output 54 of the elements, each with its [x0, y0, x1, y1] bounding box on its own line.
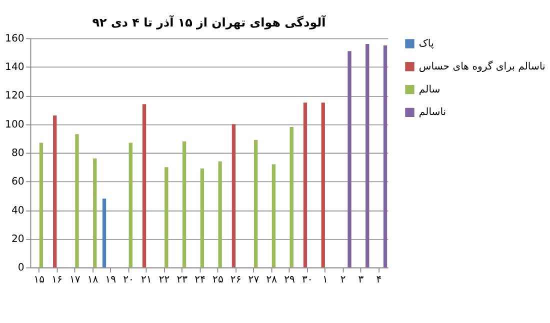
bar — [218, 161, 222, 268]
bar — [290, 127, 294, 268]
legend-label: پاک — [418, 38, 434, 50]
bar — [93, 158, 97, 268]
bar — [182, 141, 186, 268]
x-tick-label: ۲۹ — [284, 274, 295, 286]
x-tick-label: ۲۱ — [140, 274, 152, 286]
x-tick-label: ۲۵ — [212, 274, 224, 286]
y-tick-label: 0 — [18, 262, 24, 274]
legend-label: ناسالم برای گروه های حساس — [418, 59, 546, 72]
y-tick-label: 60 — [11, 176, 24, 188]
x-tick-label: ۱۶ — [52, 274, 62, 286]
x-tick-label: ۲۴ — [194, 274, 206, 286]
y-tick-label: 160 — [5, 33, 24, 44]
y-tick-label: 20 — [11, 234, 24, 245]
x-tick-label: ۱۷ — [69, 274, 81, 286]
y-tick-label: 140 — [5, 62, 24, 74]
bar — [39, 142, 44, 268]
x-tick-label: ۴ — [376, 274, 382, 286]
x-tick-label: ۲۶ — [230, 274, 242, 286]
x-tick-label: ۲۷ — [248, 274, 260, 286]
bar — [232, 124, 236, 268]
bar — [200, 168, 204, 268]
bar — [321, 102, 325, 268]
bar — [348, 51, 352, 268]
x-tick-label: ۲۰ — [123, 274, 134, 286]
x-tick-label: ۱ — [322, 274, 328, 286]
x-tick-label: ۱۸ — [87, 274, 99, 286]
y-tick-label: 100 — [5, 119, 24, 130]
x-tick-label: ۳۰ — [302, 274, 313, 286]
bar — [128, 142, 132, 268]
chart-title: آلودگی هوای تهران از ۱۵ آذر تا ۴ دی ۹۲ — [92, 14, 327, 30]
bar — [383, 45, 388, 268]
bar — [102, 198, 106, 268]
bar — [272, 164, 276, 268]
legend-label: ناسالم — [418, 107, 446, 118]
bar — [303, 102, 308, 268]
legend-label: سالم — [418, 84, 440, 96]
y-tick-label: 40 — [11, 205, 24, 216]
x-tick-label: ۲۳ — [176, 274, 188, 286]
bar — [142, 104, 146, 268]
x-tick-label: ۲۲ — [158, 274, 170, 286]
bar — [53, 116, 57, 268]
x-tick-label: ۲ — [340, 274, 346, 286]
y-tick-label: 120 — [5, 90, 24, 102]
x-tick-label: ۱۵ — [34, 274, 45, 286]
bar — [254, 140, 258, 268]
bar — [164, 167, 168, 268]
bar — [75, 134, 79, 268]
x-tick-label: ۱۹ — [105, 274, 116, 286]
bar — [366, 44, 370, 268]
x-tick-label: ۲۸ — [266, 274, 278, 286]
y-tick-label: 80 — [11, 148, 24, 159]
x-tick-label: ۳ — [358, 274, 364, 286]
